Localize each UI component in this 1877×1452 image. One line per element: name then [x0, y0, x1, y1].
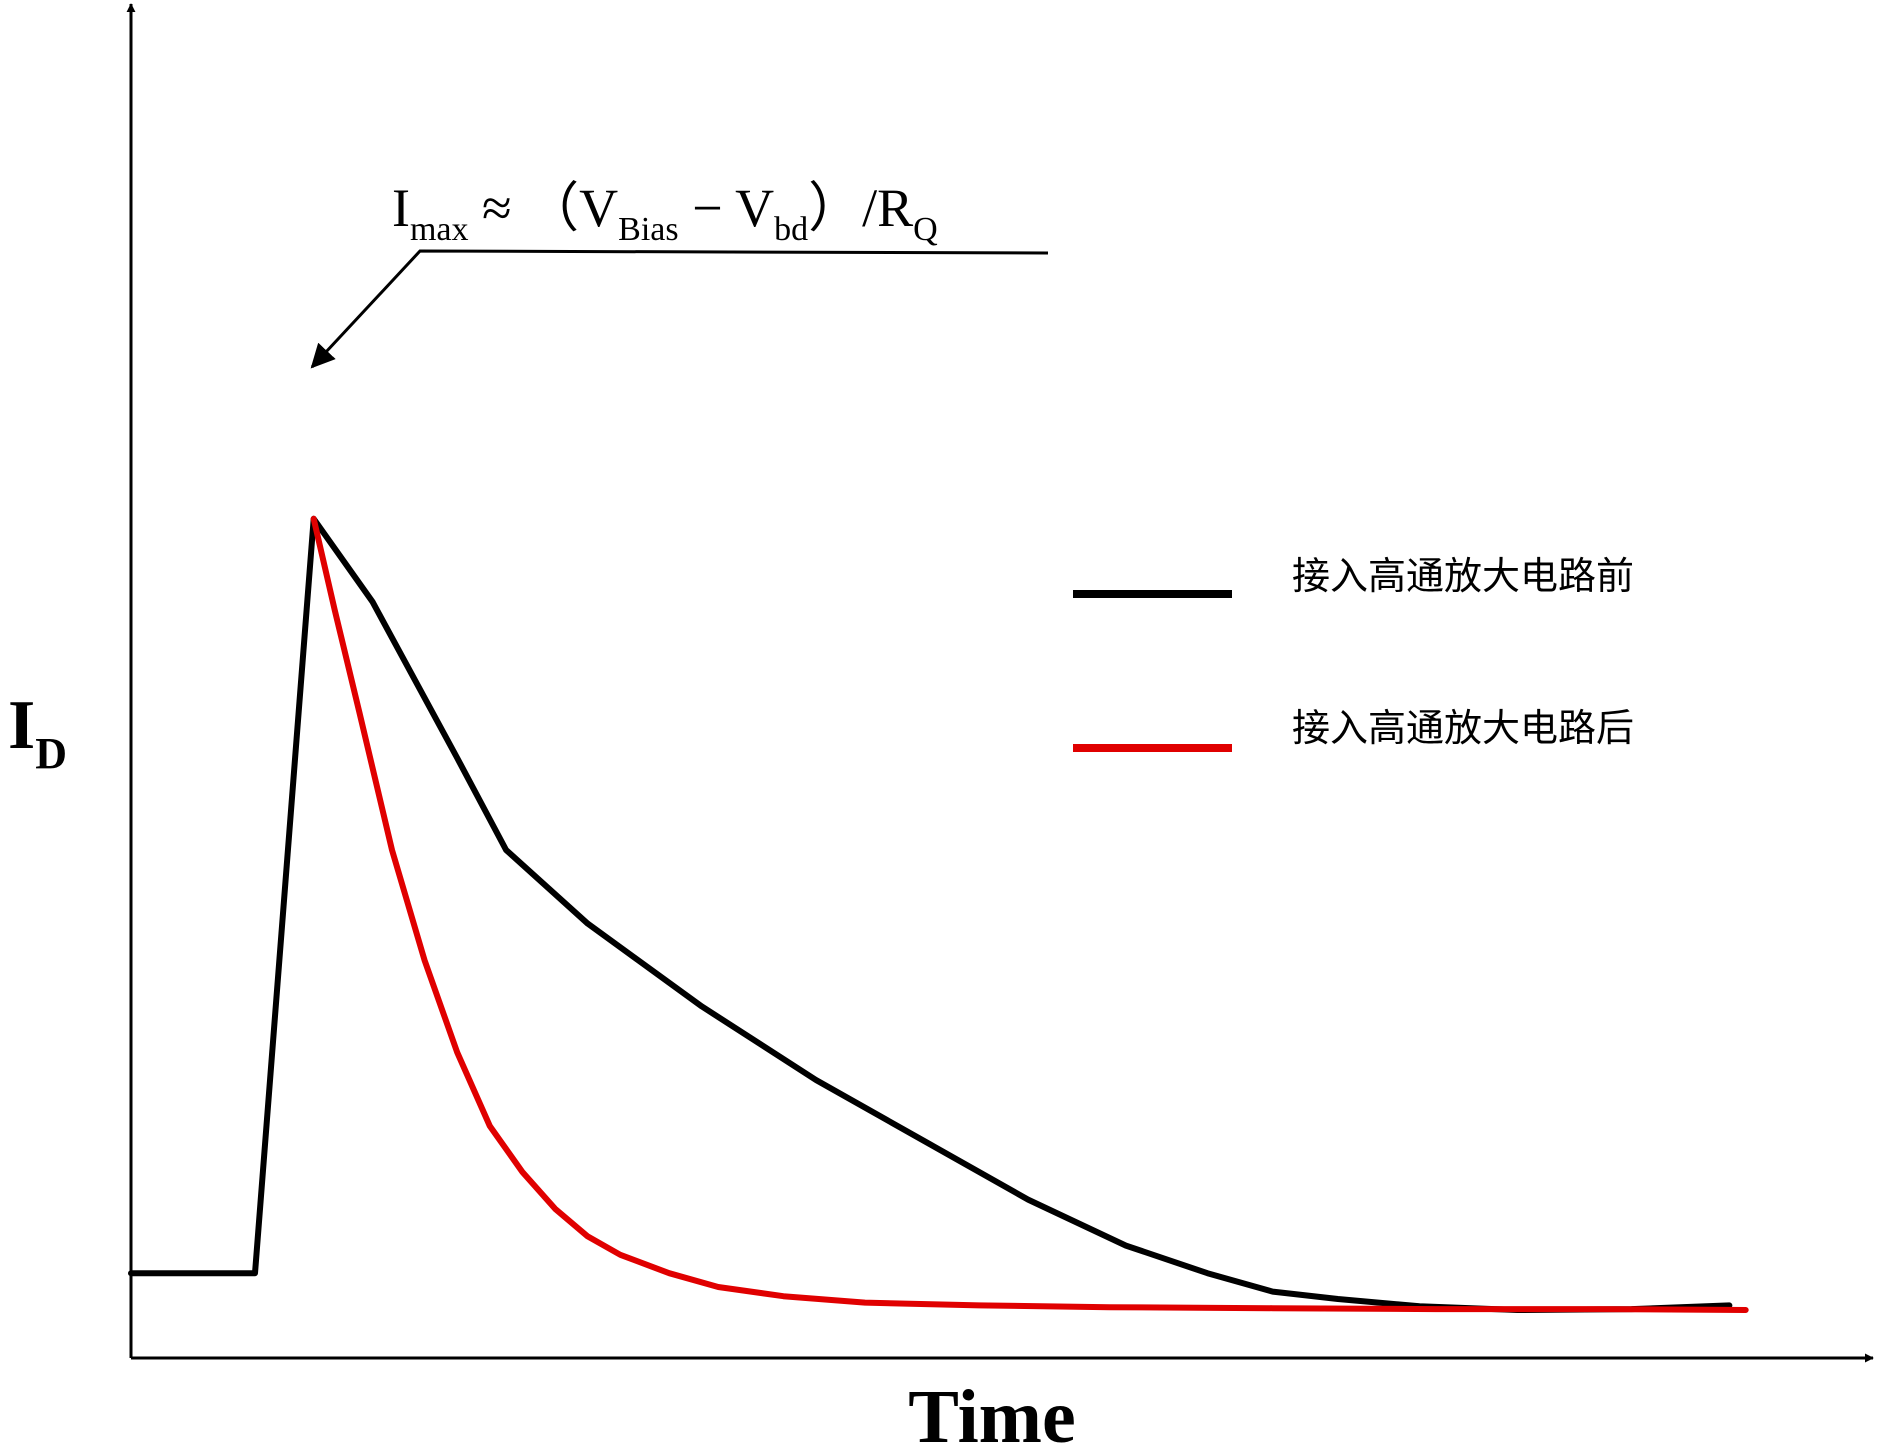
legend: 接入高通放大电路前 接入高通放大电路后 — [1073, 554, 1634, 752]
y-axis-label-main: I — [8, 687, 35, 764]
annotation-part-4: − V — [679, 178, 774, 238]
annotation-formula: Imax ≈ （VBias − Vbd）/RQ — [392, 178, 938, 248]
annotation-part-3: Bias — [618, 211, 678, 248]
annotation-part-0: I — [392, 178, 410, 238]
annotation-part-6: ）/R — [808, 178, 913, 238]
annotation-part-5: bd — [774, 211, 808, 248]
legend-label-after: 接入高通放大电路后 — [1292, 706, 1634, 750]
y-axis-label: ID — [8, 687, 67, 778]
annotation-leader-line — [310, 249, 1049, 369]
series-line-0 — [128, 515, 1733, 1313]
x-axis-label: Time — [908, 1375, 1075, 1452]
series-line-1 — [310, 515, 1749, 1313]
annotation-part-7: Q — [913, 211, 938, 248]
annotation-part-2: ≈ （V — [469, 178, 619, 238]
annotation-part-1: max — [410, 211, 469, 248]
legend-label-before: 接入高通放大电路前 — [1292, 554, 1634, 598]
y-axis-label-subscript: D — [35, 729, 67, 778]
series-layer — [128, 515, 1749, 1313]
